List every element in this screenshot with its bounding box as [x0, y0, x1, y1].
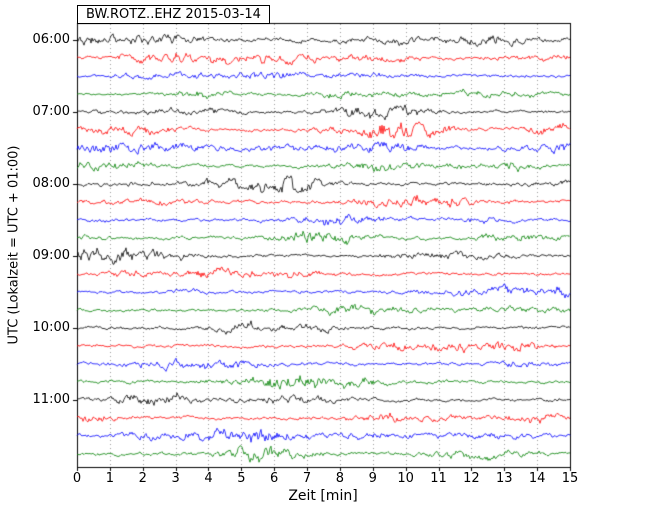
x-axis-label: Zeit [min]: [0, 488, 650, 504]
x-tick-label: 3: [171, 471, 180, 486]
y-tick-label: 09:00: [32, 248, 70, 263]
x-tick-label: 12: [463, 471, 480, 486]
chart-title: BW.ROTZ..EHZ 2015-03-14: [77, 5, 270, 24]
x-tick-label: 4: [204, 471, 213, 486]
x-tick-label: 14: [528, 471, 546, 486]
x-tick-label: 6: [270, 471, 279, 486]
x-tick-label: 7: [302, 471, 312, 486]
x-tick-label: 5: [237, 471, 246, 486]
x-tick-label: 0: [72, 471, 82, 486]
x-axis-label-text: Zeit [min]: [288, 488, 358, 504]
x-tick-label: 9: [368, 471, 377, 486]
x-tick-label: 2: [138, 471, 147, 486]
y-tick-label: 07:00: [32, 104, 70, 119]
x-tick-label: 10: [397, 471, 414, 486]
y-tick-label: 06:00: [32, 32, 70, 47]
x-tick-label: 1: [105, 471, 114, 486]
x-tick-label: 13: [495, 471, 513, 486]
y-tick-label: 10:00: [32, 320, 70, 335]
x-tick-label: 15: [561, 471, 579, 486]
y-tick-label: 08:00: [32, 176, 70, 191]
y-tick-label: 11:00: [32, 392, 70, 407]
x-tick-label: 11: [430, 471, 447, 486]
x-tick-label: 8: [335, 471, 345, 486]
